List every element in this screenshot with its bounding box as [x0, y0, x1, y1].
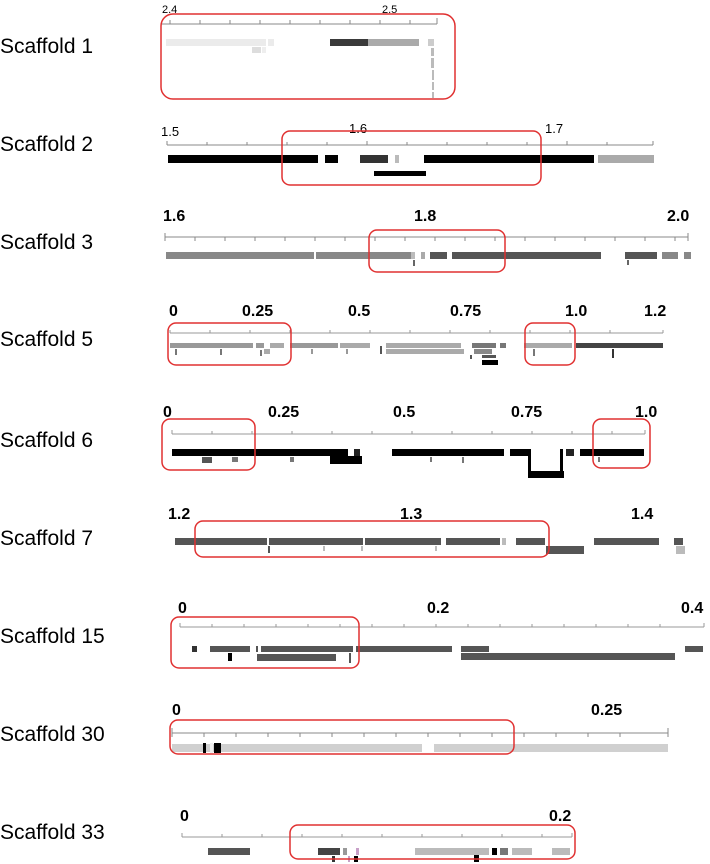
scaffold-3-tick-label: 1.8	[414, 208, 436, 225]
scaffold-1-alignment-blocks	[166, 39, 434, 98]
scaffold-panel-33: Scaffold 33 0 0.2	[0, 808, 576, 862]
highlight-box	[368, 229, 506, 273]
scaffold-3-axis	[164, 233, 689, 241]
scaffold-panel-1: Scaffold 1 2.4 2.5	[0, 4, 456, 100]
scaffold-33-alignment-blocks	[208, 848, 570, 862]
scaffold-5-alignment-blocks	[170, 343, 663, 365]
scaffold-7-alignment-blocks	[175, 538, 685, 554]
scaffold-33-tick-label: 0.2	[549, 808, 571, 825]
scaffold-6-tick-label: 0.5	[393, 404, 415, 421]
scaffold-label-3: Scaffold 3	[0, 231, 93, 254]
scaffold-label-33: Scaffold 33	[0, 821, 105, 844]
scaffold-6-tick-label: 0.25	[268, 404, 299, 421]
highlight-box	[289, 824, 576, 860]
scaffold-6-tick-label: 0.75	[511, 404, 542, 421]
scaffold-3-alignment-blocks	[166, 252, 691, 266]
scaffold-2-alignment-blocks	[168, 155, 654, 176]
highlight-box	[524, 322, 576, 366]
scaffold-panel-2: Scaffold 2 1.5 1.6 1.7	[0, 121, 654, 186]
scaffold-panel-3: Scaffold 3 1.6 1.8 2.0	[0, 208, 691, 273]
scaffold-label-6: Scaffold 6	[0, 429, 93, 452]
scaffold-panel-5: Scaffold 5 0 0.25 0.5 0.75 1.0 1.2	[0, 303, 666, 366]
scaffold-2-tick-label: 1.5	[161, 124, 179, 139]
scaffold-label-1: Scaffold 1	[0, 35, 93, 58]
scaffold-15-alignment-blocks	[192, 646, 703, 663]
scaffold-5-axis	[169, 330, 664, 334]
scaffold-6-alignment-blocks	[172, 449, 644, 478]
highlight-box	[169, 719, 515, 755]
scaffold-1-tick-label: 2.5	[382, 4, 397, 16]
scaffold-30-tick-label: 0.25	[591, 702, 622, 719]
scaffold-33-tick-label: 0	[180, 808, 189, 825]
scaffold-label-30: Scaffold 30	[0, 723, 105, 746]
scaffold-5-tick-label: 0	[169, 303, 178, 320]
scaffold-panel-6: Scaffold 6 0 0.25 0.5 0.75 1.0	[0, 404, 657, 478]
scaffold-1-axis	[162, 18, 438, 25]
scaffold-30-alignment-blocks	[172, 743, 668, 753]
scaffold-3-tick-label: 2.0	[667, 208, 689, 225]
scaffold-15-tick-label: 0	[178, 600, 187, 617]
scaffold-1-tick-label: 2.4	[162, 4, 177, 16]
highlight-box	[160, 13, 456, 100]
scaffold-6-tick-label: 1.0	[635, 404, 657, 421]
scaffold-30-tick-label: 0	[172, 702, 181, 719]
highlight-box	[167, 322, 292, 366]
scaffold-2-tick-label: 1.6	[349, 121, 367, 136]
scaffold-7-tick-label: 1.2	[168, 506, 190, 523]
scaffold-3-tick-label: 1.6	[163, 208, 185, 225]
highlight-box	[592, 418, 651, 469]
scaffold-6-axis	[171, 430, 646, 435]
scaffold-label-7: Scaffold 7	[0, 527, 93, 550]
scaffold-2-axis	[166, 141, 654, 146]
scaffold-5-tick-label: 0.75	[450, 303, 481, 320]
scaffold-5-tick-label: 1.0	[565, 303, 587, 320]
scaffold-7-tick-label: 1.3	[400, 506, 422, 523]
scaffold-30-axis	[171, 728, 669, 737]
highlight-box	[194, 520, 550, 558]
scaffold-6-tick-label: 0	[163, 404, 172, 421]
scaffold-15-tick-label: 0.2	[427, 600, 449, 617]
scaffold-5-tick-label: 1.2	[644, 303, 666, 320]
scaffold-2-tick-label: 1.7	[545, 121, 563, 136]
highlight-box	[281, 130, 542, 186]
scaffold-label-15: Scaffold 15	[0, 625, 105, 648]
scaffold-5-tick-label: 0.5	[348, 303, 370, 320]
scaffold-33-axis	[181, 833, 573, 838]
scaffold-15-axis	[179, 623, 705, 628]
scaffold-15-tick-label: 0.4	[681, 600, 703, 617]
scaffold-label-2: Scaffold 2	[0, 133, 93, 156]
scaffold-label-5: Scaffold 5	[0, 328, 93, 351]
scaffold-panel-15: Scaffold 15 0 0.2 0.4	[0, 600, 705, 669]
highlight-box	[161, 418, 256, 471]
scaffold-5-tick-label: 0.25	[242, 303, 273, 320]
highlight-box	[170, 616, 360, 669]
scaffold-panel-30: Scaffold 30 0 0.25	[0, 702, 669, 755]
scaffold-panel-7: Scaffold 7 1.2 1.3 1.4	[0, 506, 685, 558]
scaffold-7-tick-label: 1.4	[631, 506, 653, 523]
